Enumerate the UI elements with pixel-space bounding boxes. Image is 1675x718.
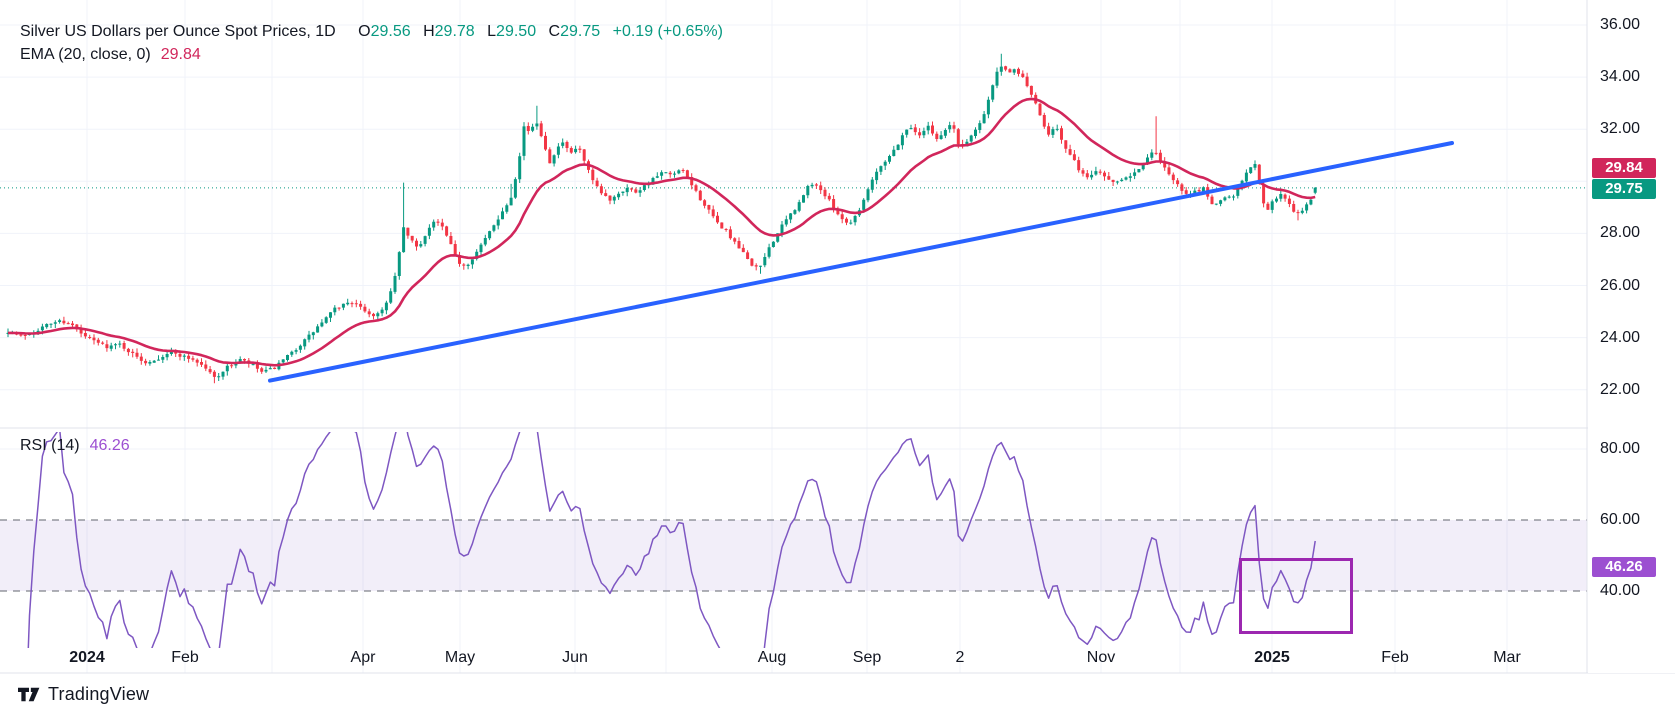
ema-value: 29.84 xyxy=(160,46,201,63)
time-tick-label: 2025 xyxy=(1254,649,1290,666)
rsi-band xyxy=(0,520,1587,591)
last-price-badge: 29.75 xyxy=(1592,179,1656,199)
tradingview-attribution[interactable]: TradingView xyxy=(18,684,149,705)
symbol-legend-row[interactable]: Silver US Dollars per Ounce Spot Prices,… xyxy=(20,20,723,43)
close-value: 29.75 xyxy=(560,23,601,40)
time-tick-label: Jun xyxy=(562,649,588,666)
candle-wicks-up xyxy=(7,53,1316,381)
time-tick-label: Sep xyxy=(852,649,882,666)
price-tick-label: 22.00 xyxy=(1600,380,1641,398)
rsi-line xyxy=(27,432,1316,648)
candle-bodies-up xyxy=(6,66,1317,378)
time-tick-label: Feb xyxy=(1381,649,1409,666)
time-tick-label: 2 xyxy=(955,649,965,666)
rsi-tick-label: 60.00 xyxy=(1600,511,1641,528)
low-label: L xyxy=(487,23,497,40)
time-tick-label: Nov xyxy=(1086,649,1116,666)
price-tick-label: 26.00 xyxy=(1600,276,1641,294)
legend: Silver US Dollars per Ounce Spot Prices,… xyxy=(20,20,723,66)
high-value: 29.78 xyxy=(434,23,475,40)
rsi-value: 46.26 xyxy=(89,437,130,454)
symbol-title: Silver US Dollars per Ounce Spot Prices,… xyxy=(20,23,336,40)
time-tick-label: May xyxy=(444,649,476,666)
high-label: H xyxy=(423,23,435,40)
price-tick-label: 24.00 xyxy=(1600,328,1641,346)
ema-line xyxy=(8,97,1316,367)
ema-label: EMA (20, close, 0) xyxy=(20,46,151,63)
time-tick-label: Mar xyxy=(1493,649,1521,666)
trend-line[interactable] xyxy=(268,141,1454,383)
time-tick-label: 2024 xyxy=(69,649,105,666)
rsi-tick-label: 40.00 xyxy=(1600,582,1641,599)
price-tick-label: 34.00 xyxy=(1600,68,1641,86)
time-tick-label: Apr xyxy=(350,649,376,666)
time-tick-label: Aug xyxy=(757,649,787,666)
ema-legend-row[interactable]: EMA (20, close, 0) 29.84 xyxy=(20,43,723,66)
ema-price-badge: 29.84 xyxy=(1592,158,1656,178)
change-value: +0.19 (+0.65%) xyxy=(612,23,723,40)
close-label: C xyxy=(548,23,561,40)
time-axis[interactable]: 2024 Feb Apr May Jun Aug Sep 2 Nov 2025 Feb Mar xyxy=(0,646,1675,673)
price-tick-label: 36.00 xyxy=(1600,16,1641,33)
open-label: O xyxy=(358,23,371,40)
tradingview-brand-text: TradingView xyxy=(48,684,150,704)
rsi-label: RSI (14) xyxy=(20,437,80,454)
candle-bodies-down xyxy=(15,66,1300,377)
time-tick-label: Feb xyxy=(171,649,199,666)
rsi-value-badge: 46.26 xyxy=(1592,557,1656,577)
rsi-legend-row[interactable]: RSI (14) 46.26 xyxy=(20,437,130,455)
candle-wicks-down xyxy=(16,65,1299,384)
open-value: 29.56 xyxy=(370,23,411,40)
tradingview-logo-icon xyxy=(18,687,40,702)
rsi-annotation-rect[interactable] xyxy=(1239,558,1353,634)
price-tick-label: 28.00 xyxy=(1600,224,1641,242)
low-value: 29.50 xyxy=(496,23,537,40)
rsi-tick-label: 80.00 xyxy=(1600,440,1641,457)
price-tick-label: 32.00 xyxy=(1600,120,1641,138)
